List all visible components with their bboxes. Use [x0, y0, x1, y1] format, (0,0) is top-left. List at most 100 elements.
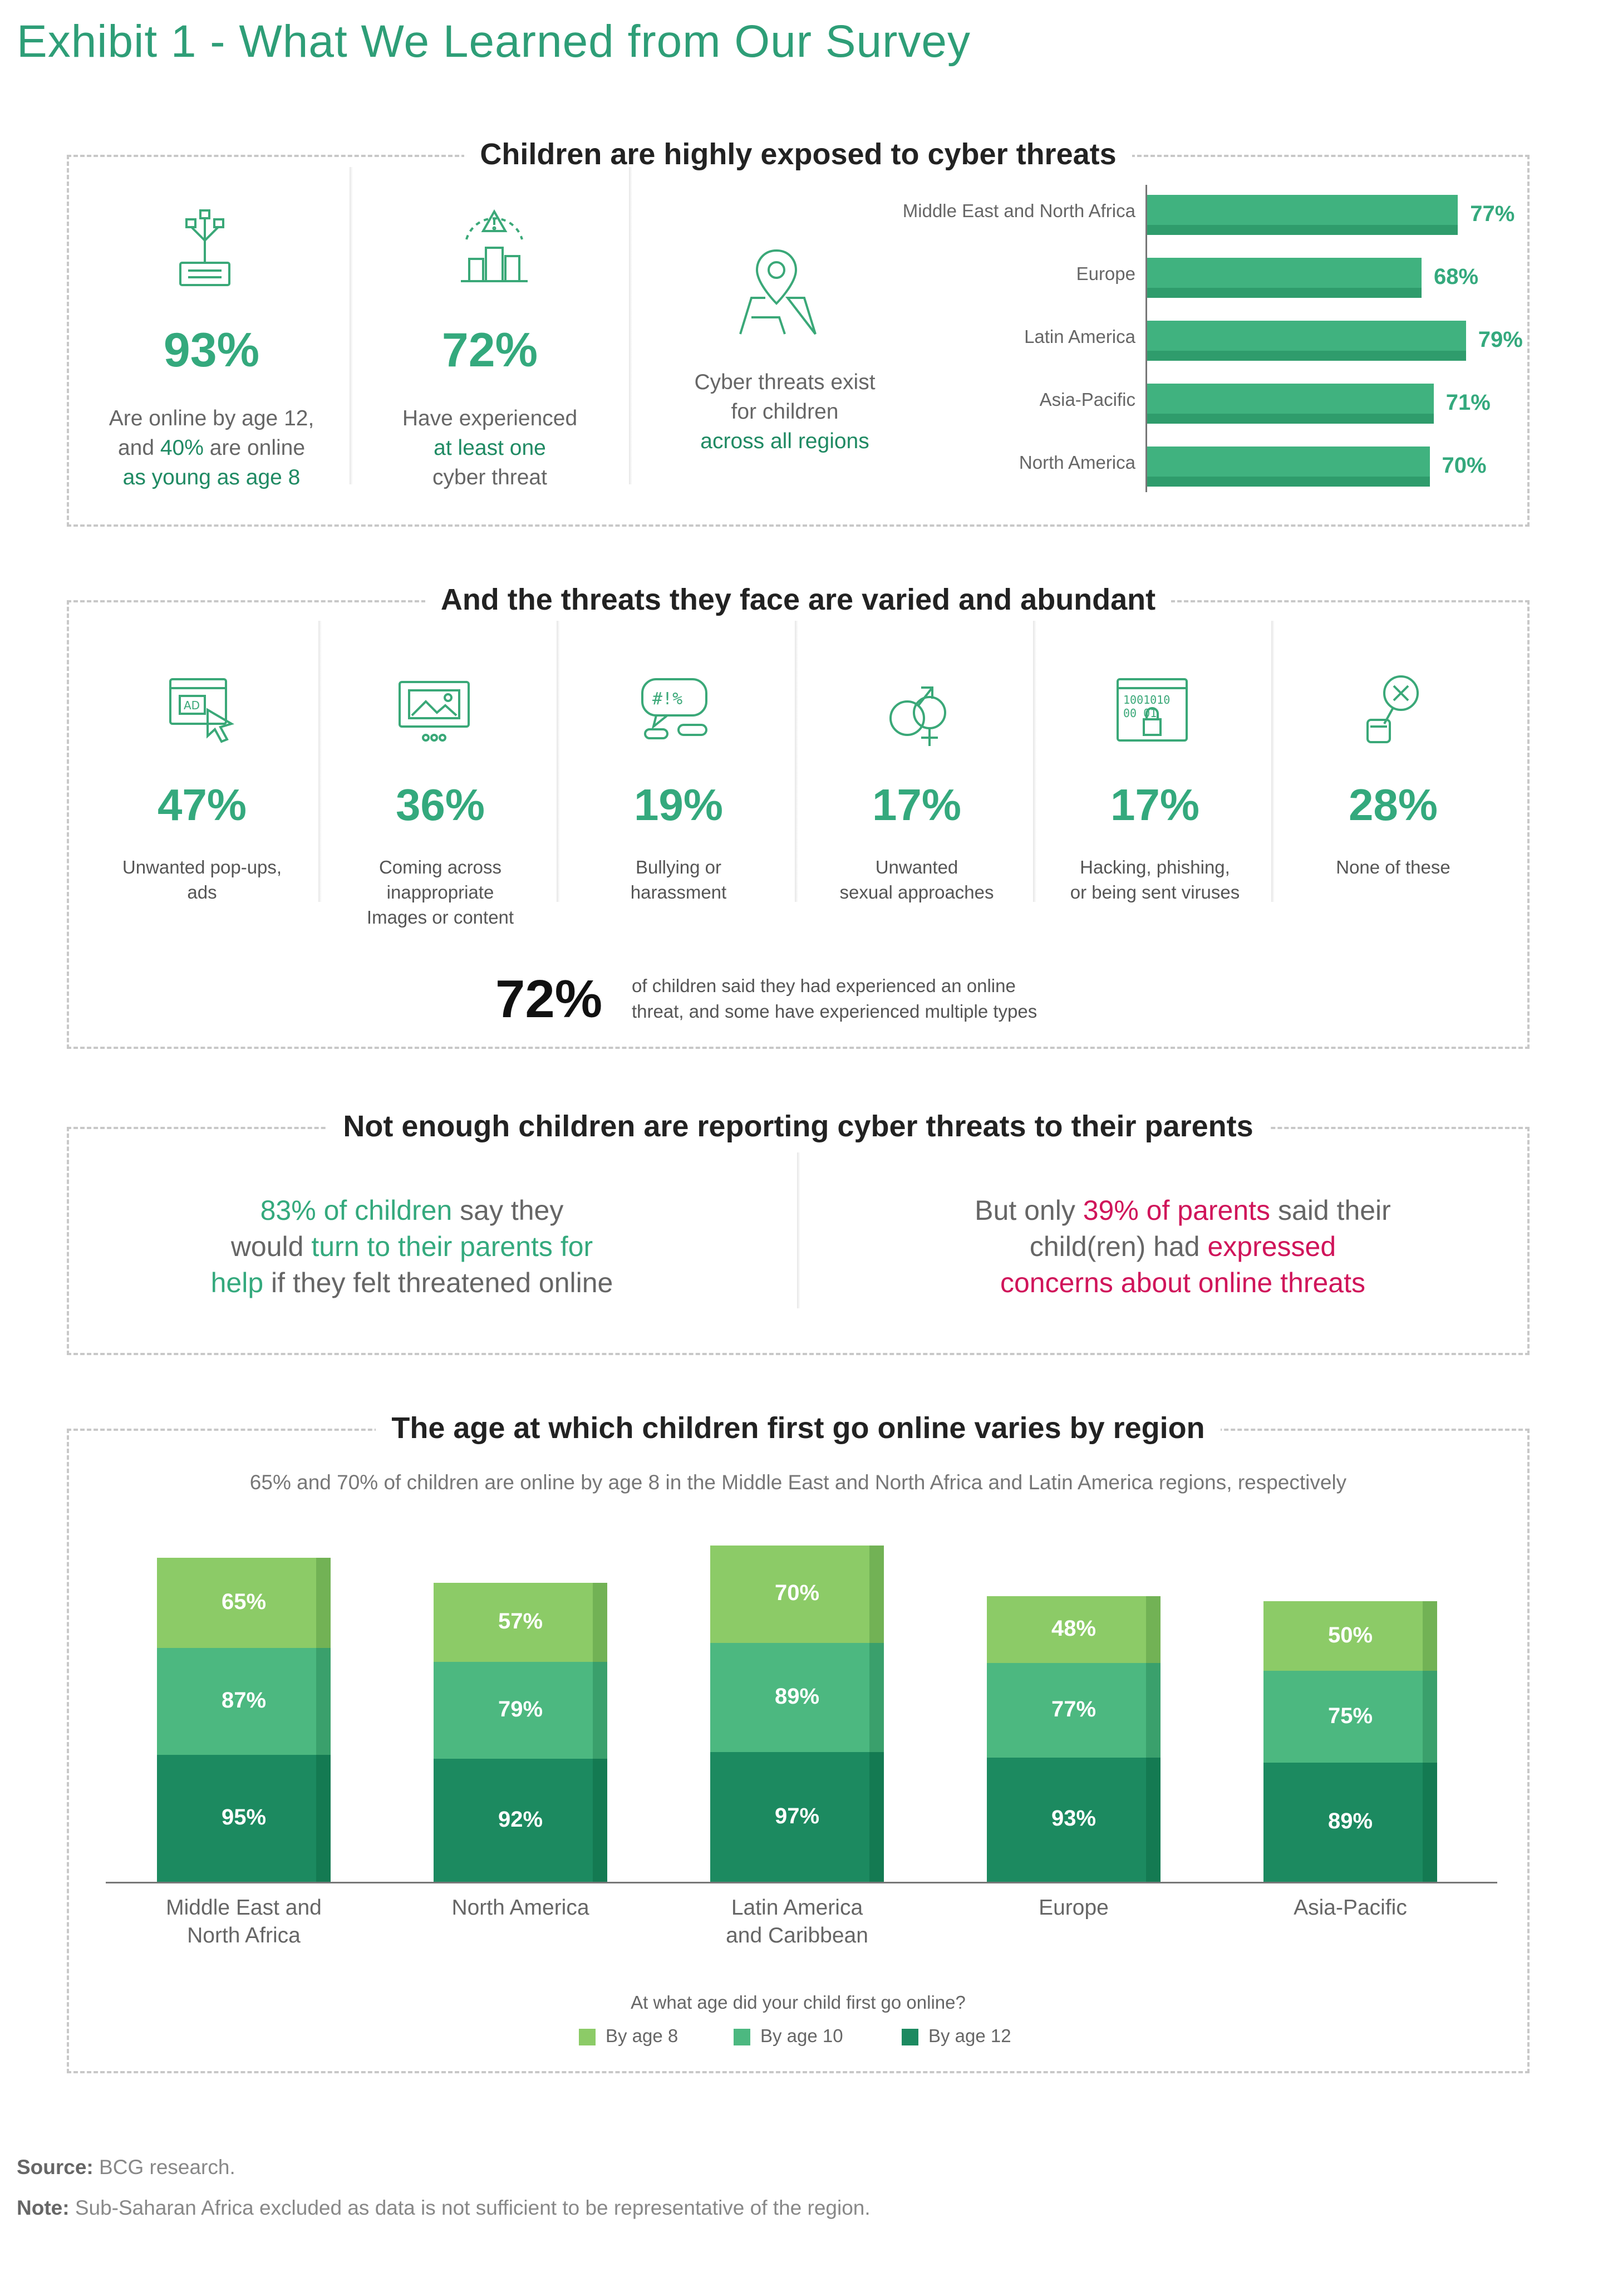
category-label-line: Asia-Pacific: [1294, 1896, 1407, 1920]
region-bar-label: North America: [1019, 452, 1135, 473]
region-bar-value: 77%: [1470, 202, 1515, 226]
legend-swatch: [902, 2029, 918, 2045]
city-warning-icon: [461, 209, 528, 282]
threat-caption: Bullying or harassment: [567, 855, 790, 905]
region-bar: [1147, 321, 1466, 361]
threat-caption-line: Unwanted: [875, 857, 958, 877]
bar-segment-age12: 92%: [434, 1759, 607, 1882]
threat-caption-line: inappropriate: [386, 882, 494, 902]
online-age-caption: Are online by age 12, and 40% are online…: [109, 406, 314, 489]
category-label-line: Europe: [1039, 1896, 1109, 1920]
threat-caption: None of these: [1282, 855, 1504, 880]
region-bar: [1147, 195, 1458, 235]
bar-segment-label: 50%: [1327, 1622, 1373, 1647]
threat-pct: 19%: [633, 780, 724, 830]
threat-experience-pct: 72%: [441, 323, 538, 377]
bar-segment-age8: 65%: [157, 1557, 331, 1649]
threats-panel: And the threats they face are varied and…: [67, 583, 1530, 1049]
online-tree-icon: [179, 209, 230, 286]
threat-caption-line: Unwanted pop-ups,: [122, 857, 282, 877]
children-statement: 83% of children say they would turn to t…: [210, 1195, 613, 1298]
age-chart-heading: The age at which children first go onlin…: [376, 1411, 1221, 1445]
svg-text:1001010: 1001010: [1123, 693, 1170, 707]
bar-segment-shade: [593, 1662, 607, 1759]
image-screen-icon: [399, 681, 470, 742]
exposure-panel: Children are highly exposed to cyber thr…: [67, 138, 1530, 527]
threat-caption-line: Bullying or: [635, 857, 722, 877]
threat-pct: 47%: [157, 780, 247, 830]
exposure-heading: Children are highly exposed to cyber thr…: [464, 138, 1132, 171]
bar-segment-shade: [316, 1557, 331, 1649]
legend-label: By age 10: [760, 2025, 843, 2046]
region-bar-value: 71%: [1445, 390, 1491, 415]
gender-symbols-icon: [889, 686, 946, 746]
svg-text:#!%: #!%: [652, 689, 682, 709]
category-label-line: North Africa: [187, 1924, 301, 1947]
bar-segment-age10: 87%: [157, 1648, 331, 1755]
bar-segment-age10: 79%: [434, 1662, 607, 1759]
region-bar-label: Asia-Pacific: [1039, 389, 1135, 410]
bar-segment-label: 92%: [498, 1807, 543, 1832]
category-label: Asia-Pacific: [1233, 1894, 1467, 1922]
threat-caption: Hacking, phishing, or being sent viruses: [1044, 855, 1266, 905]
threat-caption: Unwanted pop-ups, ads: [91, 855, 313, 905]
bar-segment-label: 48%: [1051, 1616, 1096, 1641]
legend-label: By age 12: [928, 2025, 1011, 2046]
region-bar-label: Middle East and North Africa: [902, 200, 1135, 221]
bar-segment-age10: 77%: [987, 1663, 1161, 1758]
region-bar: [1147, 384, 1434, 424]
bar-segment-shade: [1146, 1663, 1161, 1758]
age-chart-baseline: [106, 1882, 1497, 1883]
category-label-line: Latin America: [731, 1896, 863, 1920]
bar-segment-age12: 89%: [1263, 1763, 1437, 1882]
bar-segment-label: 70%: [774, 1581, 820, 1606]
category-label: North America: [404, 1894, 637, 1922]
bar-segment-label: 97%: [774, 1803, 820, 1828]
bar-segment-shade: [593, 1759, 607, 1882]
bar-segment-shade: [869, 1545, 884, 1643]
bar-segment-age10: 75%: [1263, 1671, 1437, 1763]
region-bar-value: 68%: [1434, 264, 1479, 289]
svg-text:AD: AD: [184, 699, 200, 712]
summary-text: of children said they had experienced an…: [632, 975, 1037, 1022]
threats-heading: And the threats they face are varied and…: [425, 583, 1172, 616]
threat-caption-line: Coming across: [378, 857, 502, 877]
threat-caption-line: None of these: [1336, 857, 1450, 877]
legend-swatch: [579, 2029, 596, 2045]
legend-swatch: [734, 2029, 750, 2045]
region-bar: [1147, 258, 1422, 298]
bar-segment-shade: [1146, 1757, 1161, 1882]
bar-segment-label: 93%: [1051, 1806, 1096, 1831]
bar-segment-shade: [316, 1648, 331, 1755]
bar-segment-shade: [1423, 1763, 1437, 1882]
threat-pct: 28%: [1348, 780, 1438, 830]
threat-caption: Coming across inappropriate Images or cont…: [329, 855, 552, 930]
ad-popup-icon: AD: [169, 678, 234, 743]
category-label-line: and Caribbean: [726, 1924, 868, 1947]
reporting-heading: Not enough children are reporting cyber …: [327, 1110, 1269, 1143]
bar-segment-age8: 70%: [710, 1545, 884, 1643]
bar-segment-shade: [316, 1755, 331, 1882]
threat-caption-line: Hacking, phishing,: [1080, 857, 1230, 877]
bar-segment-age12: 93%: [987, 1757, 1161, 1882]
region-bar-label: Latin America: [1024, 326, 1135, 347]
category-label: Europe: [957, 1894, 1191, 1922]
bar-segment-shade: [1146, 1596, 1161, 1663]
bar-segment-label: 57%: [498, 1608, 543, 1633]
bar-segment-shade: [869, 1642, 884, 1753]
threat-pct: 17%: [872, 780, 962, 830]
category-label-line: Middle East and: [166, 1896, 322, 1920]
regions-caption: Cyber threats exist for children across …: [694, 370, 876, 453]
summary-pct: 72%: [495, 969, 603, 1029]
threat-caption-line: or being sent viruses: [1070, 882, 1240, 902]
bar-segment-age12: 95%: [157, 1755, 331, 1882]
region-bar-label: Europe: [1076, 263, 1135, 284]
threat-pct: 17%: [1110, 780, 1200, 830]
threat-caption-line: Images or content: [366, 907, 514, 928]
threat-experience-caption: Have experienced at least one cyber thre…: [402, 406, 578, 489]
category-label: Latin America and Caribbean: [680, 1894, 914, 1950]
category-label-line: North America: [451, 1896, 589, 1920]
bar-segment-age8: 48%: [987, 1596, 1161, 1663]
bar-segment-label: 75%: [1327, 1703, 1373, 1728]
bar-segment-shade: [1423, 1671, 1437, 1763]
